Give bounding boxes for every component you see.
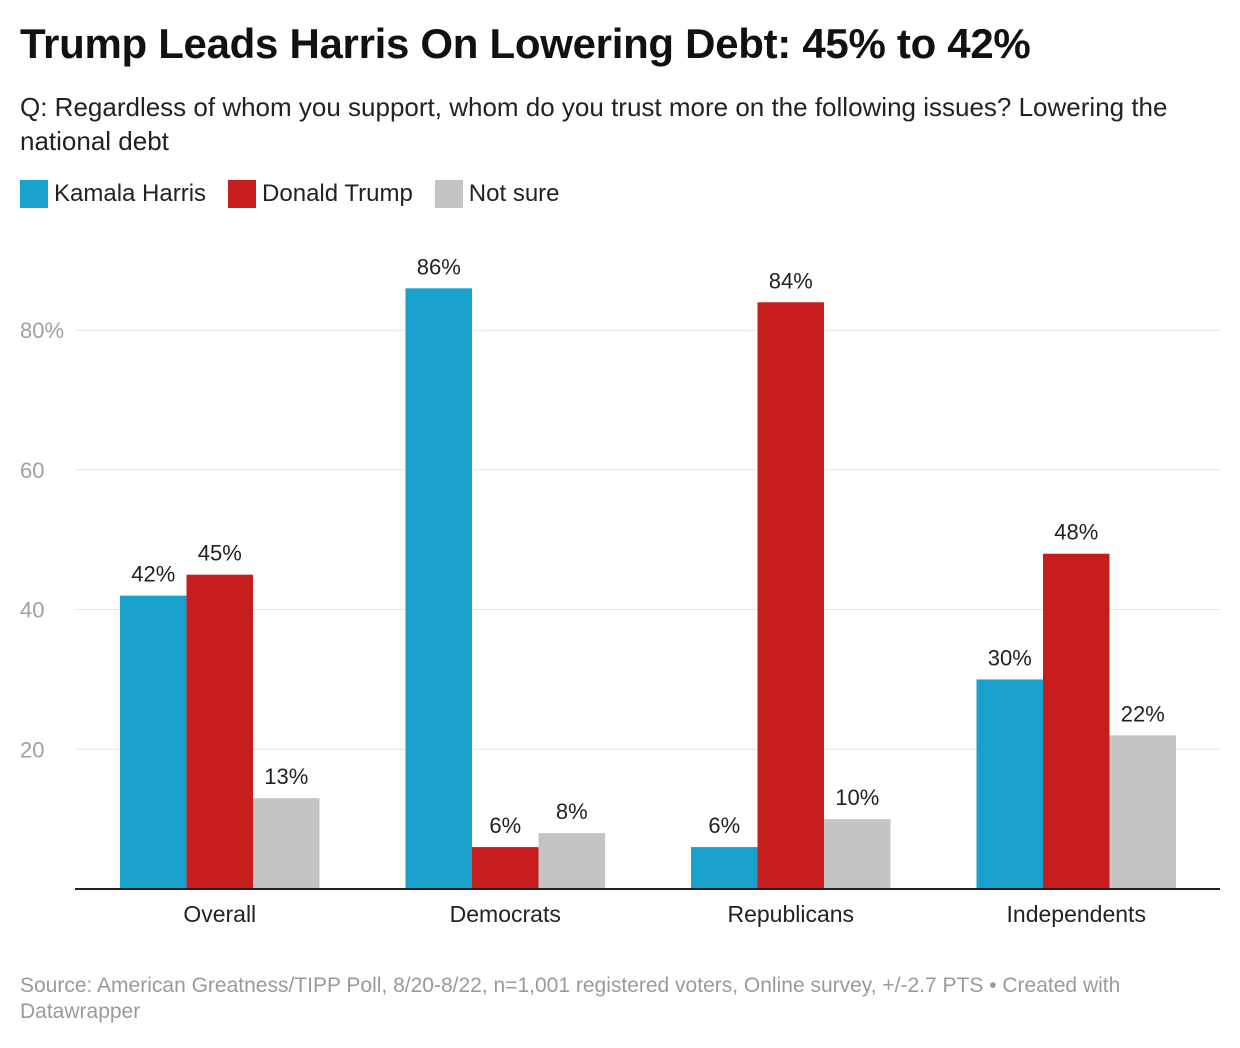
legend: Kamala Harris Donald Trump Not sure [20,180,582,208]
bar-democrats-donald-trump [472,847,539,889]
legend-item-harris: Kamala Harris [20,180,206,208]
chart-subtitle: Q: Regardless of whom you support, whom … [20,92,1168,156]
legend-swatch-not-sure [434,180,463,208]
legend-label-trump: Donald Trump [262,180,413,207]
legend-swatch-trump [228,180,257,208]
bar-republicans-kamala-harris [691,847,758,889]
data-label-democrats-kamala-harris: 86% [417,254,461,279]
x-tick-label-republicans: Republicans [727,901,854,927]
data-label-independents-donald-trump: 48% [1054,520,1098,545]
legend-label-harris: Kamala Harris [54,180,207,207]
x-tick-label-democrats: Democrats [450,901,561,927]
data-label-overall-kamala-harris: 42% [131,562,175,587]
data-label-democrats-donald-trump: 6% [489,813,521,838]
bar-republicans-not-sure [824,819,891,889]
data-label-democrats-not-sure: 8% [556,799,588,824]
data-label-independents-not-sure: 22% [1121,701,1165,726]
data-label-republicans-donald-trump: 84% [769,268,813,293]
x-tick-label-overall: Overall [183,901,256,927]
data-label-republicans-kamala-harris: 6% [708,813,740,838]
data-label-republicans-not-sure: 10% [835,785,879,810]
y-tick-label-20: 20 [20,737,44,762]
legend-item-trump: Donald Trump [228,180,413,208]
y-tick-label-60: 60 [20,458,44,483]
data-label-overall-donald-trump: 45% [198,541,242,566]
bar-overall-donald-trump [186,574,253,889]
x-tick-label-independents: Independents [1007,901,1146,927]
data-label-independents-kamala-harris: 30% [988,645,1032,670]
legend-swatch-harris [20,180,48,208]
bar-independents-donald-trump [1043,553,1110,889]
chart-title: Trump Leads Harris On Lowering Debt: 45%… [20,20,1031,67]
data-label-overall-not-sure: 13% [264,764,308,789]
bar-overall-not-sure [253,798,320,889]
legend-item-not-sure: Not sure [434,180,560,208]
source-note: Source: American Greatness/TIPP Poll, 8/… [20,974,1121,1023]
bar-independents-not-sure [1109,735,1176,889]
y-tick-label-80: 80% [20,318,64,343]
bar-republicans-donald-trump [757,302,824,889]
bar-democrats-not-sure [538,833,605,889]
bar-overall-kamala-harris [120,595,187,889]
y-tick-label-40: 40 [20,598,44,623]
bar-independents-kamala-harris [976,679,1043,889]
legend-label-not-sure: Not sure [468,180,560,207]
bar-democrats-kamala-harris [405,288,472,889]
